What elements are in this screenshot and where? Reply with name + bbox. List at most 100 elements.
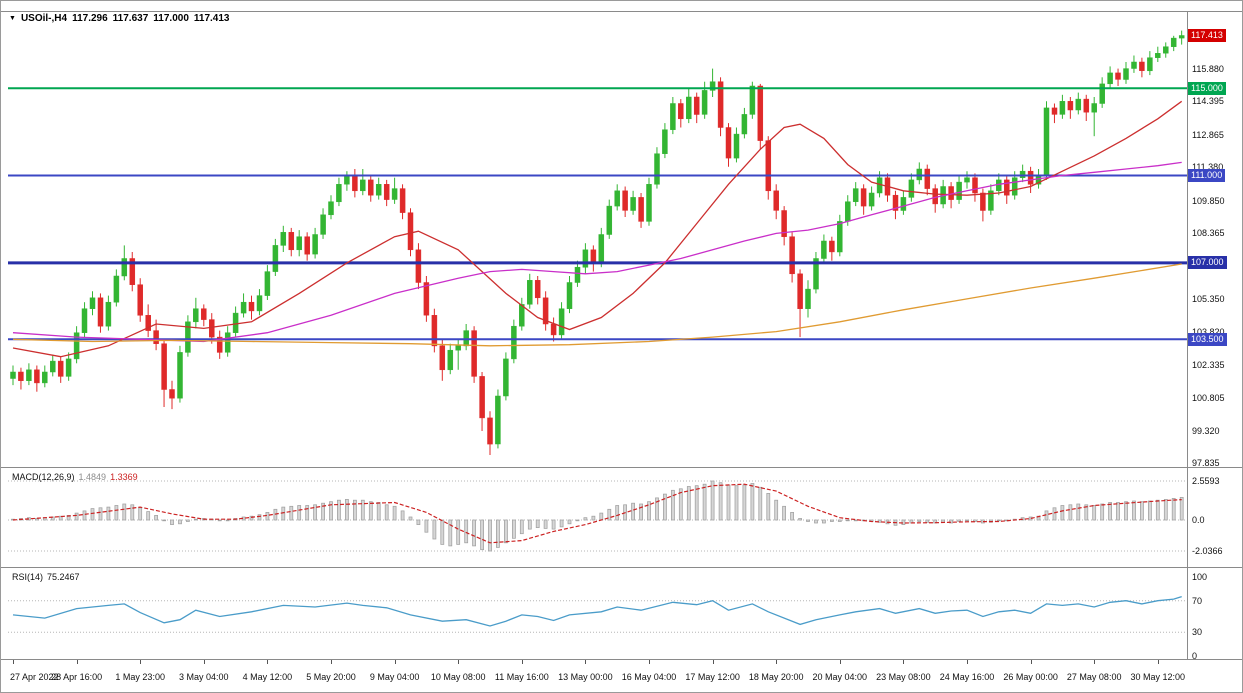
macd-title: MACD(12,26,9) [12,472,75,482]
rsi-scale[interactable]: 100 70 30 0 [1188,569,1242,661]
macd-histogram-bar [337,499,341,521]
bull-candle-body [1091,103,1097,113]
bear-candle-body [97,297,104,327]
macd-histogram-bar [655,497,659,521]
macd-histogram-bar [591,515,596,521]
macd-histogram-bar [496,519,500,548]
macd-histogram-bar [35,518,39,521]
macd-histogram-bar [1140,501,1144,521]
time-axis-tick [967,660,968,664]
macd-histogram-bar [1092,505,1097,521]
bear-candle-body [860,188,867,207]
bear-candle-body [439,345,446,371]
macd-histogram-bar [949,519,953,524]
bull-candle-body [312,234,318,255]
symbol-dropdown-icon[interactable]: ▼ [9,15,16,22]
macd-histogram-bar [782,505,786,521]
time-axis-tick [203,660,205,664]
price-scale-label: 97.835 [1192,458,1220,468]
macd-histogram-bar [822,519,826,524]
candlestick-chart[interactable] [8,11,1187,467]
time-axis-label: 16 May 04:00 [621,672,677,682]
macd-histogram-bar [718,482,723,521]
bull-candle-body [328,201,334,216]
bear-candle-body [765,140,772,192]
bull-candle-body [177,352,183,399]
macd-histogram-bar [647,501,651,521]
price-scale[interactable]: 115.880 114.395 112.865 111.380 109.850 108.3… [1188,11,1242,468]
time-axis-label: 1 May 23:00 [115,672,165,682]
bull-candle-body [654,153,660,185]
bull-candle-body [566,282,573,309]
bull-candle-body [1147,57,1153,72]
macd-histogram-bar [663,493,667,521]
macd-histogram-bar [1155,499,1160,521]
macd-histogram-bar [257,514,262,521]
rsi-scale-label: 0 [1192,651,1198,661]
bear-candle-body [1004,179,1010,196]
bear-candle-body [304,236,310,255]
macd-histogram-bar [559,519,564,528]
macd-value-main: 1.4849 [78,472,107,482]
bear-candle-body [288,232,295,251]
time-axis-tick [1094,660,1096,664]
rsi-separator[interactable] [1,567,1242,568]
bear-candle-body [169,389,175,399]
bear-candle-body [590,249,597,264]
bear-candle-body [693,96,700,115]
bear-candle-body [1083,98,1090,113]
bear-candle-body [892,194,899,211]
bull-candle-body [26,369,32,381]
price-chart-panel[interactable] [8,11,1187,467]
macd-histogram-bar [353,499,357,521]
macd-scale[interactable]: 2.5593 0.0 -2.0366 [1188,469,1242,566]
macd-histogram-bar [535,519,540,528]
rsi-chart[interactable] [8,569,1187,659]
macd-histogram-bar [973,519,977,522]
price-scale-label: 109.850 [1192,195,1225,206]
macd-histogram-bar [965,519,969,522]
macd-histogram-bar [639,503,643,521]
price-scale-label: 115.880 [1192,64,1224,74]
bull-candle-body [511,325,517,360]
time-axis-tick [1157,660,1159,664]
scale-rail-divider[interactable] [1187,11,1188,659]
bull-candle-body [42,371,48,384]
macd-histogram-bar [1171,498,1176,521]
bull-candle-body [503,358,509,397]
macd-histogram-bar [225,519,230,522]
ma-magenta-line [12,161,1182,343]
macd-panel[interactable]: MACD(12,26,9) 1.4849 1.3369 [8,469,1187,566]
bull-candle-body [845,201,851,222]
rsi-panel[interactable]: RSI(14) 75.2467 [8,569,1187,659]
macd-histogram-bar [766,493,771,521]
readout-close: 117.413 [193,13,230,24]
bear-candle-body [717,81,724,128]
bull-candle-body [65,358,72,377]
time-axis-label: 9 May 04:00 [369,672,420,682]
macd-histogram-bar [845,519,850,522]
time-axis-label: 27 May 08:00 [1066,672,1122,682]
bear-candle-body [972,177,978,194]
price-scale-label: 99.320 [1192,425,1220,436]
macd-histogram-bar [1060,505,1065,521]
macd-separator[interactable] [1,467,1242,468]
ma-orange-line [12,263,1182,347]
time-axis-separator[interactable] [1,659,1242,660]
macd-value-signal: 1.3369 [110,472,138,482]
macd-histogram-bar [74,512,79,521]
macd-histogram-bar [1108,502,1112,521]
bull-candle-body [455,345,461,351]
macd-histogram-bar [830,519,834,522]
macd-histogram-bar [456,519,461,545]
bull-candle-body [495,395,501,445]
time-axis[interactable]: 27 Apr 2022 28 Apr 16:00 1 May 23:00 3 May … [8,660,1187,690]
macd-histogram-bar [217,519,222,522]
bull-candle-body [1178,35,1185,39]
bull-candle-body [582,249,589,268]
macd-chart[interactable] [8,469,1187,566]
macd-histogram-bar [321,502,325,521]
macd-histogram-bar [106,506,111,521]
bear-candle-body [18,371,24,381]
bull-candle-body [344,175,350,185]
